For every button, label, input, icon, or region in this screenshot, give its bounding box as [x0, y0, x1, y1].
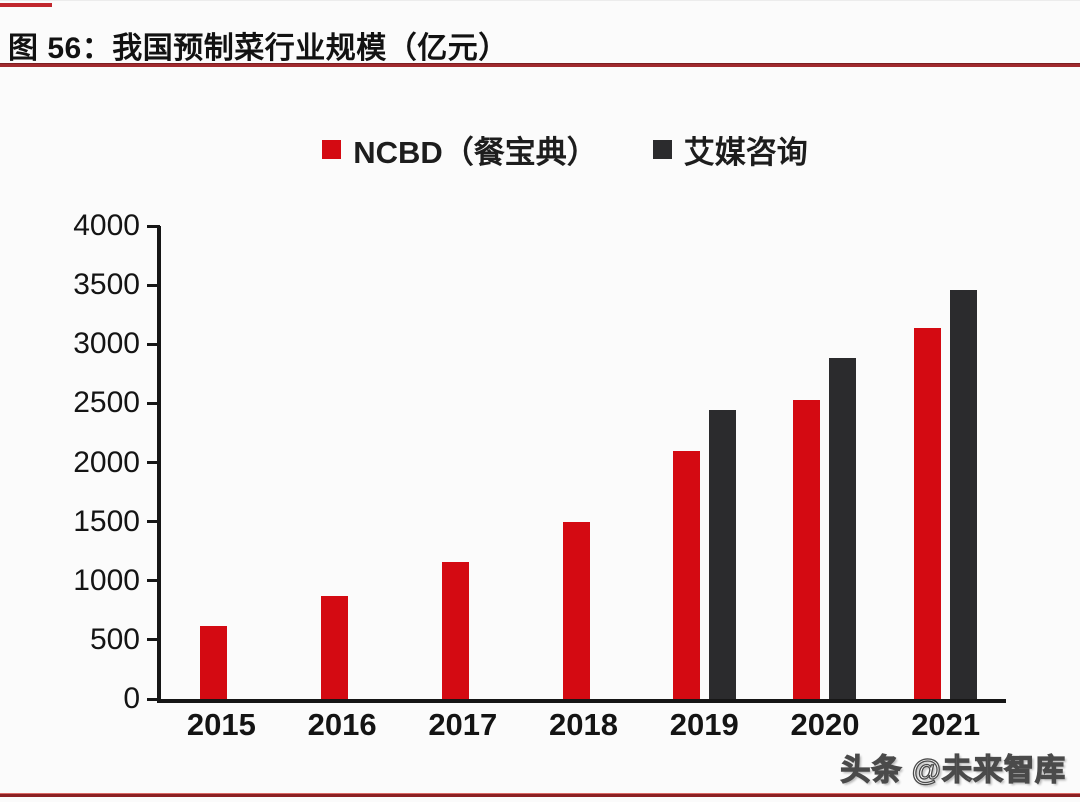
- bar-ncbd-2018: [562, 521, 590, 699]
- bar-iimedia-2020: [829, 357, 857, 699]
- bar-group-2019: [644, 226, 765, 699]
- bar-ncbd-2020: [793, 400, 821, 699]
- bar-ncbd-2017: [441, 561, 469, 699]
- y-tick-label-3500: 3500: [73, 268, 140, 302]
- y-axis-tick-labels: 0 500 1000 1500 2000 2500 3000 3500 4000: [20, 209, 140, 715]
- y-tick-mark-3000: [147, 342, 160, 346]
- y-tick-label-3000: 3000: [73, 327, 140, 361]
- y-axis-tick-marks: [147, 224, 160, 701]
- bar-ncbd-2015: [200, 625, 228, 699]
- bar-group-2015: [161, 226, 282, 699]
- bar-group-2017: [402, 226, 523, 699]
- y-tick-label-2000: 2000: [73, 445, 140, 479]
- bar-group-2016: [282, 226, 403, 699]
- legend-item-ncbd: NCBD（餐宝典）: [322, 127, 598, 172]
- bar-group-2018: [523, 226, 644, 699]
- bottom-red-rule: [0, 793, 1080, 797]
- legend-item-iimedia: 艾媒咨询: [652, 127, 808, 172]
- x-tick-label-2017: 2017: [428, 707, 498, 742]
- legend-label-iimedia: 艾媒咨询: [683, 135, 808, 170]
- x-tick-label-2019: 2019: [669, 707, 739, 742]
- y-tick-mark-0: [147, 697, 160, 701]
- bar-iimedia-2021: [950, 289, 978, 699]
- legend-swatch-dark-icon: [652, 140, 672, 159]
- bar-ncbd-2019: [672, 450, 700, 699]
- x-tick-label-2021: 2021: [911, 707, 981, 742]
- top-left-red-accent-line: [0, 3, 52, 7]
- x-tick-label-2018: 2018: [549, 707, 618, 742]
- x-axis-tick-labels: 2015 2016 2017 2018 2019 2020 2021: [161, 707, 1006, 743]
- x-tick-label-2020: 2020: [790, 707, 860, 742]
- y-tick-label-1500: 1500: [73, 504, 140, 538]
- figure-title: 图 56：我国预制菜行业规模（亿元）: [8, 32, 509, 65]
- x-tick-label-2015: 2015: [186, 707, 256, 742]
- legend-swatch-red-icon: [322, 140, 342, 159]
- bar-ncbd-2021: [914, 328, 942, 699]
- bar-ncbd-2016: [321, 596, 349, 699]
- y-tick-mark-2000: [147, 461, 160, 464]
- legend-label-ncbd: NCBD（餐宝典）: [353, 135, 598, 170]
- y-tick-mark-2500: [147, 401, 160, 405]
- y-tick-label-2500: 2500: [73, 386, 140, 420]
- watermark-text: 头条 @未来智库: [840, 753, 1066, 787]
- y-tick-label-1000: 1000: [73, 563, 140, 597]
- chart-legend: NCBD（餐宝典） 艾媒咨询: [0, 127, 1080, 172]
- bar-group-2021: [885, 226, 1006, 699]
- title-underline-rule: [0, 63, 1080, 67]
- x-tick-label-2016: 2016: [307, 707, 377, 742]
- y-tick-label-0: 0: [123, 682, 140, 715]
- y-tick-mark-1500: [147, 520, 160, 524]
- y-tick-mark-4000: [147, 224, 160, 228]
- bar-group-2020: [765, 226, 886, 699]
- y-tick-label-500: 500: [89, 622, 140, 656]
- y-tick-mark-500: [147, 638, 160, 642]
- y-tick-mark-1000: [147, 579, 160, 583]
- bar-iimedia-2019: [708, 409, 736, 699]
- y-tick-mark-3500: [147, 283, 160, 287]
- y-tick-label-4000: 4000: [73, 209, 140, 242]
- plot-area: [157, 226, 1006, 703]
